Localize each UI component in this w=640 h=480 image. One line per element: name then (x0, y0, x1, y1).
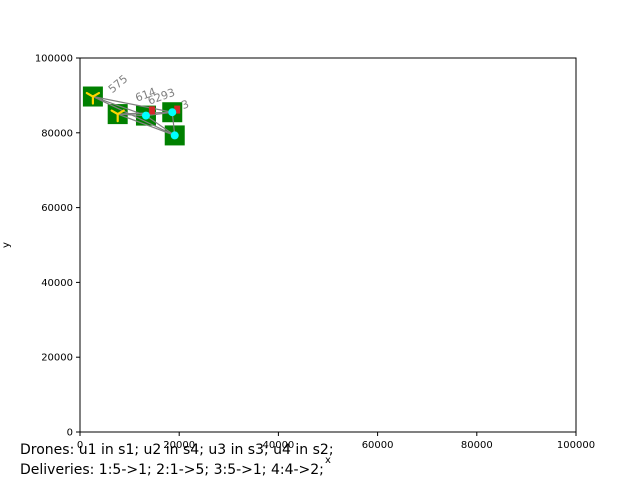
edge-weight-label: 3 (180, 97, 191, 112)
route-line (145, 115, 176, 136)
y-tick-label: 0 (67, 428, 73, 439)
drone-marker (85, 91, 101, 105)
x-tick-label: 100000 (557, 440, 595, 451)
package-marker (168, 108, 177, 117)
y-tick-label: 80000 (41, 128, 73, 139)
route-line (117, 113, 175, 136)
caption-line-1: Drones: u1 in s1; u2 in s4; u3 in s3; u4… (20, 442, 334, 458)
y-tick-label: 20000 (41, 353, 73, 364)
x-tick-label: 80000 (461, 440, 493, 451)
x-tick-label: 60000 (362, 440, 394, 451)
y-axis-label: y (1, 242, 12, 248)
red-marker (174, 105, 181, 114)
x-axis-label: x (325, 455, 331, 466)
caption-line-2: Deliveries: 1:5->1; 2:1->5; 3:5->1; 4:4-… (20, 462, 324, 478)
x-tick-label: 40000 (262, 440, 294, 451)
drone-arm (85, 91, 94, 98)
route-line (145, 111, 173, 117)
y-tick-label: 100000 (35, 54, 73, 65)
package-marker (141, 111, 150, 120)
drone-arm (116, 109, 125, 116)
route-line (92, 95, 147, 117)
x-tick-label: 20000 (163, 440, 195, 451)
y-axis: 0 20000 40000 60000 80000 100000 (35, 54, 80, 439)
x-tick-label: 0 (77, 440, 83, 451)
route-line (92, 95, 175, 136)
y-tick-label: 40000 (41, 278, 73, 289)
axes-frame (79, 57, 577, 433)
x-axis: 0 20000 40000 60000 80000 100000 (77, 432, 595, 451)
package-marker (170, 131, 179, 140)
drone-marker (110, 109, 125, 123)
red-marker (148, 106, 155, 115)
drone-arm (110, 109, 119, 116)
y-tick-label: 60000 (41, 203, 73, 214)
route-line (92, 95, 173, 113)
drone-arm (91, 91, 101, 98)
